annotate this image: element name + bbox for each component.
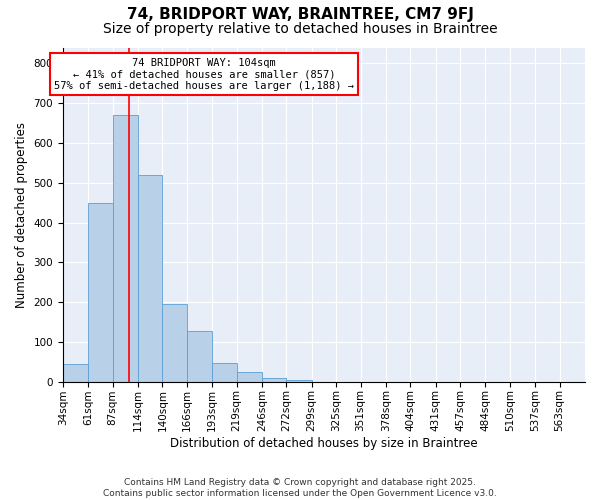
X-axis label: Distribution of detached houses by size in Braintree: Distribution of detached houses by size … bbox=[170, 437, 478, 450]
Bar bbox=[286, 380, 312, 382]
Bar bbox=[236, 372, 262, 382]
Text: Contains HM Land Registry data © Crown copyright and database right 2025.
Contai: Contains HM Land Registry data © Crown c… bbox=[103, 478, 497, 498]
Bar bbox=[63, 364, 88, 382]
Text: 74 BRIDPORT WAY: 104sqm
← 41% of detached houses are smaller (857)
57% of semi-d: 74 BRIDPORT WAY: 104sqm ← 41% of detache… bbox=[54, 58, 354, 90]
Bar bbox=[212, 364, 236, 382]
Y-axis label: Number of detached properties: Number of detached properties bbox=[15, 122, 28, 308]
Bar bbox=[138, 175, 163, 382]
Bar bbox=[113, 115, 138, 382]
Text: Size of property relative to detached houses in Braintree: Size of property relative to detached ho… bbox=[103, 22, 497, 36]
Bar bbox=[187, 331, 212, 382]
Text: 74, BRIDPORT WAY, BRAINTREE, CM7 9FJ: 74, BRIDPORT WAY, BRAINTREE, CM7 9FJ bbox=[127, 8, 473, 22]
Bar bbox=[88, 202, 113, 382]
Bar bbox=[262, 378, 286, 382]
Bar bbox=[163, 304, 187, 382]
